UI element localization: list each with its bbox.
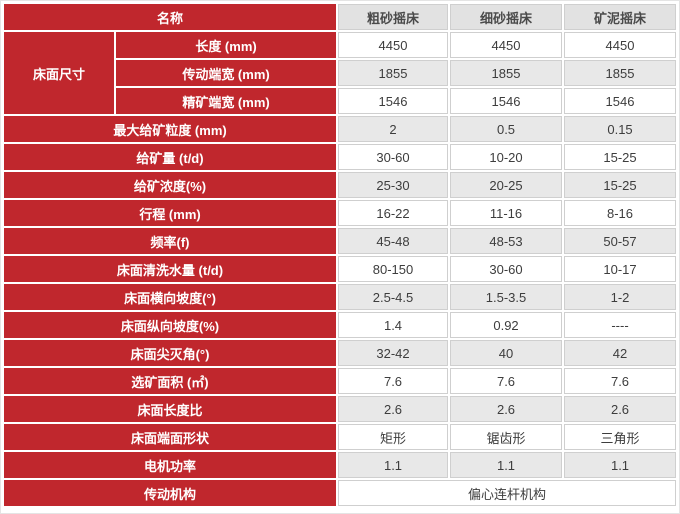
header-row: 名称 粗砂摇床 细砂摇床 矿泥摇床 bbox=[4, 4, 677, 30]
shaking-table-spec-table: 名称 粗砂摇床 细砂摇床 矿泥摇床 床面尺寸 长度 (mm) 4450 4450… bbox=[2, 2, 678, 508]
value-cell: 2.6 bbox=[338, 396, 449, 422]
value-cell: 2.5-4.5 bbox=[338, 284, 449, 310]
value-cell: 1.4 bbox=[338, 312, 449, 338]
value-cell: 4450 bbox=[450, 32, 563, 58]
label-cell: 传动机构 bbox=[4, 480, 337, 506]
value-cell: 2.6 bbox=[564, 396, 677, 422]
row-feed-density: 给矿浓度(%) 25-30 20-25 15-25 bbox=[4, 172, 677, 198]
value-cell: 7.6 bbox=[564, 368, 677, 394]
row-stroke: 行程 (mm) 16-22 11-16 8-16 bbox=[4, 200, 677, 226]
value-cell: 10-17 bbox=[564, 256, 677, 282]
value-cell: 三角形 bbox=[564, 424, 677, 450]
value-cell: ---- bbox=[564, 312, 677, 338]
label-cell: 给矿浓度(%) bbox=[4, 172, 337, 198]
label-cell: 选矿面积 (㎡) bbox=[4, 368, 337, 394]
value-cell: 16-22 bbox=[338, 200, 449, 226]
value-cell: 1546 bbox=[338, 88, 449, 114]
label-cell: 传动端宽 (mm) bbox=[116, 60, 337, 86]
label-cell: 行程 (mm) bbox=[4, 200, 337, 226]
label-cell: 床面长度比 bbox=[4, 396, 337, 422]
row-end-shape: 床面端面形状 矩形 锯齿形 三角形 bbox=[4, 424, 677, 450]
label-cell: 床面清洗水量 (t/d) bbox=[4, 256, 337, 282]
label-cell: 床面端面形状 bbox=[4, 424, 337, 450]
value-cell: 0.15 bbox=[564, 116, 677, 142]
value-cell: 1.5-3.5 bbox=[450, 284, 563, 310]
row-concentrate-end-width: 精矿端宽 (mm) 1546 1546 1546 bbox=[4, 88, 677, 114]
bed-dimensions-group-label: 床面尺寸 bbox=[4, 32, 114, 114]
value-cell: 1-2 bbox=[564, 284, 677, 310]
value-cell: 1855 bbox=[564, 60, 677, 86]
row-max-feed-size: 最大给矿粒度 (mm) 2 0.5 0.15 bbox=[4, 116, 677, 142]
row-pinch-angle: 床面尖灭角(°) 32-42 40 42 bbox=[4, 340, 677, 366]
value-cell: 15-25 bbox=[564, 172, 677, 198]
value-cell: 7.6 bbox=[450, 368, 563, 394]
label-cell: 床面纵向坡度(%) bbox=[4, 312, 337, 338]
column-header-fine-sand-table: 细砂摇床 bbox=[450, 4, 563, 30]
value-cell: 50-57 bbox=[564, 228, 677, 254]
label-cell: 电机功率 bbox=[4, 452, 337, 478]
row-frequency: 频率(f) 45-48 48-53 50-57 bbox=[4, 228, 677, 254]
row-transverse-slope: 床面横向坡度(°) 2.5-4.5 1.5-3.5 1-2 bbox=[4, 284, 677, 310]
value-cell: 48-53 bbox=[450, 228, 563, 254]
value-cell: 40 bbox=[450, 340, 563, 366]
value-cell: 1.1 bbox=[450, 452, 563, 478]
column-header-coarse-sand-table: 粗砂摇床 bbox=[338, 4, 449, 30]
value-cell: 0.5 bbox=[450, 116, 563, 142]
row-bed-length: 床面尺寸 长度 (mm) 4450 4450 4450 bbox=[4, 32, 677, 114]
row-motor-power: 电机功率 1.1 1.1 1.1 bbox=[4, 452, 677, 478]
value-cell: 25-30 bbox=[338, 172, 449, 198]
value-cell: 2.6 bbox=[450, 396, 563, 422]
label-cell: 精矿端宽 (mm) bbox=[116, 88, 337, 114]
value-cell: 1855 bbox=[450, 60, 563, 86]
label-cell: 床面横向坡度(°) bbox=[4, 284, 337, 310]
value-cell: 7.6 bbox=[338, 368, 449, 394]
row-wash-water: 床面清洗水量 (t/d) 80-150 30-60 10-17 bbox=[4, 256, 677, 282]
value-cell: 1546 bbox=[564, 88, 677, 114]
value-cell: 矩形 bbox=[338, 424, 449, 450]
value-cell: 4450 bbox=[338, 32, 449, 58]
row-length-ratio: 床面长度比 2.6 2.6 2.6 bbox=[4, 396, 677, 422]
row-feed-rate: 给矿量 (t/d) 30-60 10-20 15-25 bbox=[4, 144, 677, 170]
row-longitudinal-slope: 床面纵向坡度(%) 1.4 0.92 ---- bbox=[4, 312, 677, 338]
transmission-mechanism-value-cell: 偏心连杆机构 bbox=[338, 480, 677, 506]
row-beneficiation-area: 选矿面积 (㎡) 7.6 7.6 7.6 bbox=[4, 368, 677, 394]
label-cell: 频率(f) bbox=[4, 228, 337, 254]
value-cell: 1.1 bbox=[564, 452, 677, 478]
value-cell: 1855 bbox=[338, 60, 449, 86]
value-cell: 0.92 bbox=[450, 312, 563, 338]
value-cell: 30-60 bbox=[338, 144, 449, 170]
value-cell: 锯齿形 bbox=[450, 424, 563, 450]
row-transmission-mechanism: 传动机构 偏心连杆机构 bbox=[4, 480, 677, 506]
value-cell: 32-42 bbox=[338, 340, 449, 366]
label-cell: 长度 (mm) bbox=[116, 32, 337, 58]
value-cell: 8-16 bbox=[564, 200, 677, 226]
value-cell: 15-25 bbox=[564, 144, 677, 170]
row-drive-end-width: 传动端宽 (mm) 1855 1855 1855 bbox=[4, 60, 677, 86]
value-cell: 1546 bbox=[450, 88, 563, 114]
value-cell: 80-150 bbox=[338, 256, 449, 282]
label-cell: 床面尖灭角(°) bbox=[4, 340, 337, 366]
name-header-cell: 名称 bbox=[4, 4, 337, 30]
label-cell: 给矿量 (t/d) bbox=[4, 144, 337, 170]
value-cell: 1.1 bbox=[338, 452, 449, 478]
value-cell: 4450 bbox=[564, 32, 677, 58]
value-cell: 11-16 bbox=[450, 200, 563, 226]
value-cell: 20-25 bbox=[450, 172, 563, 198]
label-cell: 最大给矿粒度 (mm) bbox=[4, 116, 337, 142]
column-header-slime-table: 矿泥摇床 bbox=[564, 4, 677, 30]
value-cell: 30-60 bbox=[450, 256, 563, 282]
value-cell: 2 bbox=[338, 116, 449, 142]
value-cell: 10-20 bbox=[450, 144, 563, 170]
value-cell: 45-48 bbox=[338, 228, 449, 254]
value-cell: 42 bbox=[564, 340, 677, 366]
